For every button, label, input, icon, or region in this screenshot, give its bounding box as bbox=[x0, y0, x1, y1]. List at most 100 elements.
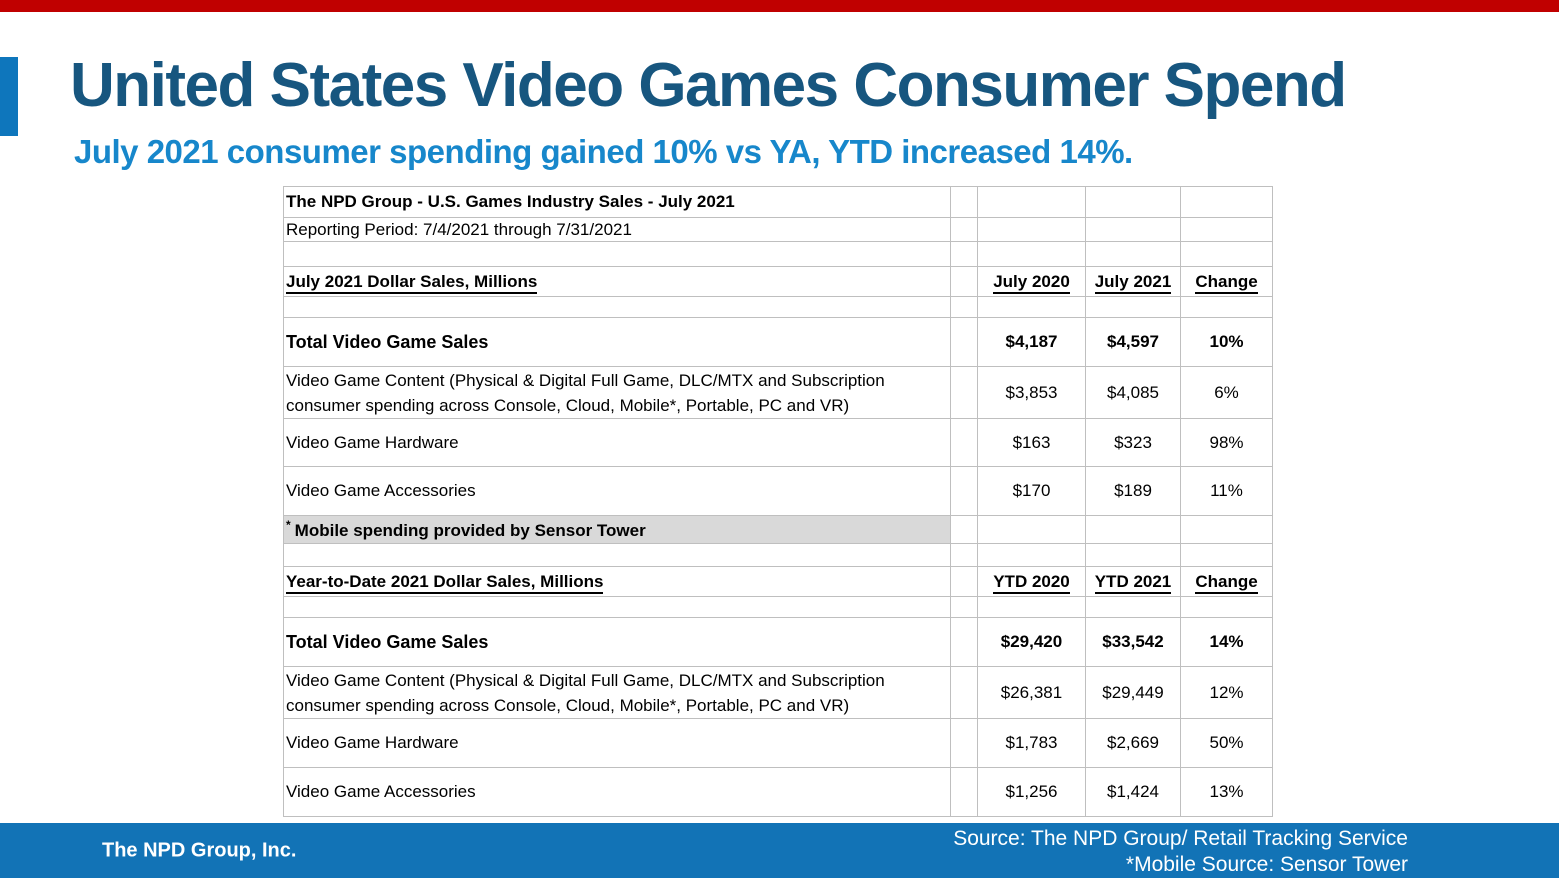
cell-prior: $3,853 bbox=[977, 366, 1086, 419]
footer-source-line2: *Mobile Source: Sensor Tower bbox=[1125, 853, 1408, 876]
empty-cell bbox=[977, 296, 1086, 318]
empty-cell bbox=[950, 366, 978, 419]
empty-cell bbox=[950, 767, 978, 817]
empty-cell bbox=[1180, 596, 1273, 618]
empty-cell bbox=[950, 596, 978, 618]
cell-change: 13% bbox=[1180, 767, 1273, 817]
footer-bar: The NPD Group, Inc. Source: The NPD Grou… bbox=[0, 823, 1559, 878]
table-row: Video Game Accessories $170 $189 11% bbox=[283, 466, 1273, 516]
table-row: Total Video Game Sales $29,420 $33,542 1… bbox=[283, 617, 1273, 667]
cell-change: 98% bbox=[1180, 418, 1273, 467]
cell-prior: $29,420 bbox=[977, 617, 1086, 667]
column-header-july-2021: July 2021 bbox=[1085, 266, 1181, 297]
row-label: Video Game Hardware bbox=[283, 718, 951, 768]
title-accent-bar bbox=[0, 57, 18, 136]
empty-cell bbox=[950, 515, 978, 544]
cell-change: 50% bbox=[1180, 718, 1273, 768]
empty-cell bbox=[977, 241, 1086, 267]
footer-source: Source: The NPD Group/ Retail Tracking S… bbox=[953, 826, 1408, 878]
cell-change: 11% bbox=[1180, 466, 1273, 516]
empty-cell bbox=[283, 296, 951, 318]
empty-cell bbox=[1180, 515, 1273, 544]
sales-table: The NPD Group - U.S. Games Industry Sale… bbox=[283, 186, 1273, 817]
row-label: Video Game Accessories bbox=[283, 767, 951, 817]
cell-current: $189 bbox=[1085, 466, 1181, 516]
table-row: Year-to-Date 2021 Dollar Sales, Millions… bbox=[283, 566, 1273, 597]
empty-cell bbox=[977, 543, 1086, 567]
column-header-july-2020: July 2020 bbox=[977, 266, 1086, 297]
empty-cell bbox=[1085, 596, 1181, 618]
column-header-change: Change bbox=[1180, 266, 1273, 297]
empty-cell bbox=[950, 217, 978, 242]
page-title: United States Video Games Consumer Spend bbox=[70, 51, 1347, 120]
top-red-bar bbox=[0, 0, 1559, 12]
empty-cell bbox=[950, 296, 978, 318]
empty-cell bbox=[1180, 241, 1273, 267]
table-row bbox=[283, 596, 1273, 618]
table-title: The NPD Group - U.S. Games Industry Sale… bbox=[283, 186, 951, 218]
table-row: Video Game Content (Physical & Digital F… bbox=[283, 366, 1273, 419]
row-label: Video Game Content (Physical & Digital F… bbox=[283, 366, 951, 419]
empty-cell bbox=[950, 418, 978, 467]
empty-cell bbox=[1085, 515, 1181, 544]
row-label: Video Game Accessories bbox=[283, 466, 951, 516]
cell-prior: $4,187 bbox=[977, 317, 1086, 367]
empty-cell bbox=[977, 515, 1086, 544]
cell-current: $323 bbox=[1085, 418, 1181, 467]
cell-prior: $1,256 bbox=[977, 767, 1086, 817]
row-label: Video Game Content (Physical & Digital F… bbox=[283, 666, 951, 719]
mobile-note: * Mobile spending provided by Sensor Towe… bbox=[283, 515, 951, 544]
cell-current: $33,542 bbox=[1085, 617, 1181, 667]
empty-cell bbox=[1085, 543, 1181, 567]
empty-cell bbox=[1085, 217, 1181, 242]
empty-cell bbox=[1180, 217, 1273, 242]
cell-change: 6% bbox=[1180, 366, 1273, 419]
cell-change: 10% bbox=[1180, 317, 1273, 367]
empty-cell bbox=[950, 466, 978, 516]
empty-cell bbox=[950, 186, 978, 218]
empty-cell bbox=[1180, 543, 1273, 567]
cell-current: $4,085 bbox=[1085, 366, 1181, 419]
empty-cell bbox=[950, 241, 978, 267]
empty-cell bbox=[1085, 241, 1181, 267]
page-subtitle: July 2021 consumer spending gained 10% v… bbox=[74, 133, 1133, 170]
monthly-section-label: July 2021 Dollar Sales, Millions bbox=[283, 266, 951, 297]
empty-cell bbox=[950, 617, 978, 667]
footer-brand: The NPD Group, Inc. bbox=[102, 839, 297, 861]
empty-cell bbox=[1180, 186, 1273, 218]
table-row: Video Game Content (Physical & Digital F… bbox=[283, 666, 1273, 719]
empty-cell bbox=[977, 217, 1086, 242]
cell-prior: $170 bbox=[977, 466, 1086, 516]
column-header-change: Change bbox=[1180, 566, 1273, 597]
table-row bbox=[283, 543, 1273, 567]
empty-cell bbox=[950, 317, 978, 367]
empty-cell bbox=[977, 186, 1086, 218]
cell-current: $1,424 bbox=[1085, 767, 1181, 817]
cell-change: 14% bbox=[1180, 617, 1273, 667]
ytd-section-label: Year-to-Date 2021 Dollar Sales, Millions bbox=[283, 566, 951, 597]
row-label: Total Video Game Sales bbox=[283, 617, 951, 667]
table-row bbox=[283, 241, 1273, 267]
empty-cell bbox=[950, 718, 978, 768]
column-header-ytd-2020: YTD 2020 bbox=[977, 566, 1086, 597]
empty-cell bbox=[283, 543, 951, 567]
reporting-period: Reporting Period: 7/4/2021 through 7/31/… bbox=[283, 217, 951, 242]
table-row: Video Game Hardware $1,783 $2,669 50% bbox=[283, 718, 1273, 768]
table-row: Total Video Game Sales $4,187 $4,597 10% bbox=[283, 317, 1273, 367]
cell-current: $29,449 bbox=[1085, 666, 1181, 719]
empty-cell bbox=[977, 596, 1086, 618]
empty-cell bbox=[1085, 296, 1181, 318]
cell-current: $4,597 bbox=[1085, 317, 1181, 367]
cell-prior: $163 bbox=[977, 418, 1086, 467]
empty-cell bbox=[283, 596, 951, 618]
empty-cell bbox=[1180, 296, 1273, 318]
table-row bbox=[283, 296, 1273, 318]
empty-cell bbox=[950, 666, 978, 719]
table-row: * Mobile spending provided by Sensor Towe… bbox=[283, 515, 1273, 544]
table-row: Reporting Period: 7/4/2021 through 7/31/… bbox=[283, 217, 1273, 242]
empty-cell bbox=[950, 543, 978, 567]
row-label: Video Game Hardware bbox=[283, 418, 951, 467]
table-row: July 2021 Dollar Sales, Millions July 20… bbox=[283, 266, 1273, 297]
empty-cell bbox=[283, 241, 951, 267]
